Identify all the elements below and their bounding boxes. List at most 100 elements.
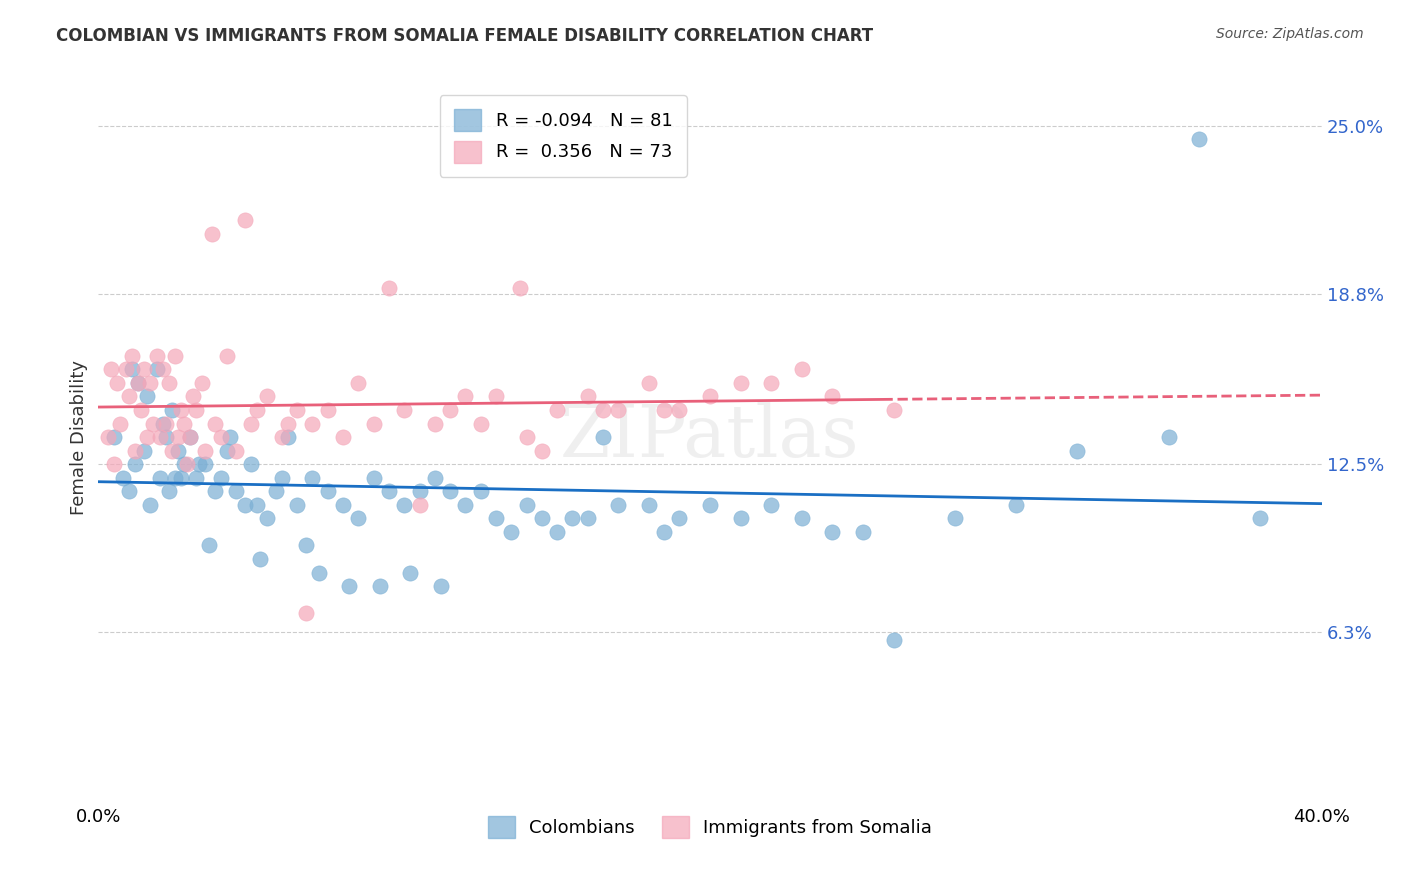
Point	[249, 552, 271, 566]
Point	[176, 457, 198, 471]
Point	[225, 484, 247, 499]
Point	[155, 430, 177, 444]
Point	[652, 403, 675, 417]
Point	[1004, 498, 1026, 512]
Point	[516, 430, 538, 444]
Point	[179, 430, 201, 444]
Point	[592, 430, 614, 444]
Point	[546, 524, 568, 539]
Point	[285, 403, 308, 417]
Point	[149, 471, 172, 485]
Point	[145, 349, 167, 363]
Point	[408, 484, 430, 499]
Point	[256, 511, 278, 525]
Point	[170, 403, 193, 417]
Point	[127, 376, 149, 390]
Point	[423, 471, 446, 485]
Point	[516, 498, 538, 512]
Legend: Colombians, Immigrants from Somalia: Colombians, Immigrants from Somalia	[481, 808, 939, 845]
Point	[139, 498, 162, 512]
Point	[668, 511, 690, 525]
Point	[142, 417, 165, 431]
Point	[883, 403, 905, 417]
Point	[215, 349, 238, 363]
Point	[501, 524, 523, 539]
Point	[186, 471, 208, 485]
Point	[167, 443, 190, 458]
Point	[1250, 511, 1272, 525]
Point	[157, 484, 180, 499]
Point	[576, 511, 599, 525]
Point	[332, 498, 354, 512]
Point	[103, 430, 125, 444]
Point	[139, 376, 162, 390]
Point	[233, 213, 256, 227]
Point	[668, 403, 690, 417]
Point	[215, 443, 238, 458]
Point	[423, 417, 446, 431]
Point	[225, 443, 247, 458]
Point	[378, 484, 401, 499]
Point	[546, 403, 568, 417]
Point	[592, 403, 614, 417]
Point	[509, 281, 531, 295]
Point	[167, 430, 190, 444]
Point	[188, 457, 211, 471]
Point	[270, 471, 294, 485]
Point	[240, 457, 263, 471]
Point	[173, 417, 195, 431]
Point	[485, 511, 508, 525]
Point	[378, 281, 401, 295]
Point	[179, 430, 201, 444]
Text: COLOMBIAN VS IMMIGRANTS FROM SOMALIA FEMALE DISABILITY CORRELATION CHART: COLOMBIAN VS IMMIGRANTS FROM SOMALIA FEM…	[56, 27, 873, 45]
Point	[277, 430, 299, 444]
Point	[368, 579, 391, 593]
Point	[157, 376, 180, 390]
Point	[399, 566, 422, 580]
Point	[160, 443, 183, 458]
Point	[181, 389, 204, 403]
Point	[124, 443, 146, 458]
Point	[561, 511, 583, 525]
Point	[134, 443, 156, 458]
Point	[439, 484, 461, 499]
Text: ZIPatlas: ZIPatlas	[560, 401, 860, 473]
Point	[1188, 132, 1211, 146]
Point	[761, 498, 783, 512]
Point	[163, 471, 186, 485]
Point	[204, 484, 226, 499]
Point	[129, 403, 152, 417]
Text: Source: ZipAtlas.com: Source: ZipAtlas.com	[1216, 27, 1364, 41]
Point	[821, 389, 844, 403]
Point	[209, 430, 232, 444]
Point	[470, 484, 492, 499]
Point	[530, 511, 553, 525]
Point	[295, 606, 318, 620]
Point	[316, 484, 339, 499]
Point	[285, 498, 308, 512]
Point	[761, 376, 783, 390]
Point	[270, 430, 294, 444]
Point	[408, 498, 430, 512]
Point	[347, 511, 370, 525]
Point	[191, 376, 214, 390]
Point	[607, 498, 630, 512]
Point	[363, 417, 385, 431]
Point	[295, 538, 318, 552]
Point	[170, 471, 193, 485]
Point	[204, 417, 226, 431]
Point	[652, 524, 675, 539]
Point	[136, 430, 159, 444]
Point	[149, 430, 172, 444]
Point	[121, 362, 143, 376]
Point	[337, 579, 360, 593]
Point	[121, 349, 143, 363]
Point	[233, 498, 256, 512]
Point	[821, 524, 844, 539]
Point	[118, 389, 141, 403]
Point	[155, 417, 177, 431]
Point	[160, 403, 183, 417]
Point	[97, 430, 120, 444]
Point	[194, 443, 217, 458]
Point	[152, 362, 174, 376]
